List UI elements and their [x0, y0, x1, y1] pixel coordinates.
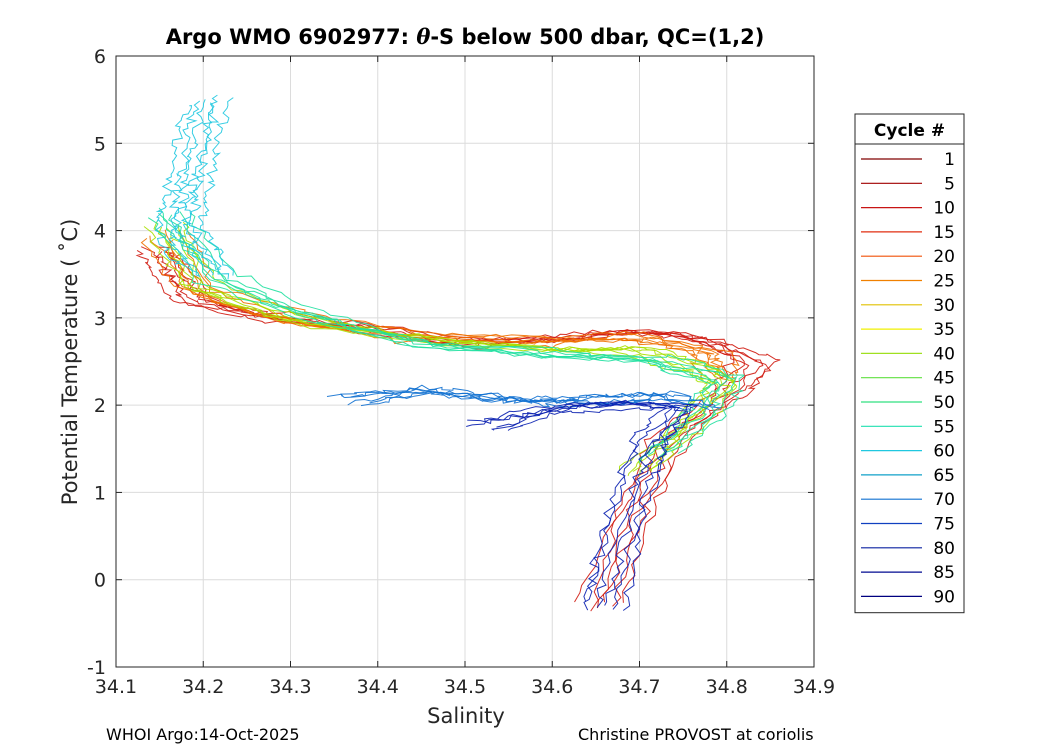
legend-label: 15: [933, 223, 955, 243]
series-line: [179, 211, 738, 459]
x-tick-label: 34.4: [357, 676, 399, 698]
legend-title: Cycle #: [874, 121, 945, 141]
series-line: [360, 391, 716, 408]
y-tick-label: 4: [94, 221, 106, 243]
legend-label: 45: [933, 369, 955, 389]
x-tick-label: 34.1: [95, 676, 137, 698]
legend-label: 80: [933, 539, 955, 559]
x-tick-label: 34.6: [531, 676, 573, 698]
y-tick-label: 5: [94, 133, 106, 155]
series-line: [174, 252, 781, 603]
legend-label: 75: [933, 515, 955, 535]
series-line: [496, 401, 694, 610]
series-line: [180, 102, 221, 270]
series-line: [168, 100, 201, 278]
series-line: [347, 388, 704, 406]
y-tick-label: 2: [94, 395, 106, 417]
series-line: [168, 239, 727, 381]
legend-label: 70: [933, 490, 955, 510]
series-line: [149, 235, 716, 378]
series-line: [350, 384, 710, 411]
series-line: [197, 97, 235, 276]
x-tick-label: 34.7: [618, 676, 660, 698]
series-line: [490, 399, 688, 606]
legend-label: 65: [933, 466, 955, 486]
legend-label: 90: [933, 587, 955, 607]
legend-label: 60: [933, 442, 955, 462]
series-line: [147, 217, 712, 463]
series-line: [340, 387, 690, 411]
series-line: [466, 402, 667, 611]
legend-label: 35: [933, 320, 955, 340]
series-line: [158, 207, 720, 463]
series-line: [190, 212, 746, 454]
series-line: [158, 212, 721, 456]
legend-box: [854, 113, 965, 614]
x-tick-label: 34.8: [706, 676, 748, 698]
legend-label: 25: [933, 272, 955, 292]
y-tick-label: 3: [94, 308, 106, 330]
y-tick-label: -1: [87, 657, 106, 679]
legend-label: 40: [933, 344, 955, 364]
series-line: [154, 105, 200, 277]
chart-title: Argo WMO 6902977: θ-S below 500 dbar, QC…: [165, 24, 765, 49]
y-tick-label: 1: [94, 482, 106, 504]
series-line: [484, 400, 681, 608]
x-tick-label: 34.5: [444, 676, 486, 698]
legend-label: 85: [933, 563, 955, 583]
series-line: [188, 94, 230, 280]
legend-label: 5: [944, 174, 955, 194]
x-axis-label: Salinity: [427, 704, 505, 728]
x-tick-label: 34.3: [269, 676, 311, 698]
series-line: [154, 251, 750, 609]
footer-credit: WHOI Argo:14-Oct-2025: [106, 725, 300, 744]
series-line: [507, 402, 698, 611]
legend-label: 10: [933, 199, 955, 219]
series-line: [369, 390, 721, 409]
series-line: [173, 99, 214, 276]
legend-label: 50: [933, 393, 955, 413]
x-tick-label: 34.9: [793, 676, 835, 698]
footer-author: Christine PROVOST at coriolis: [578, 725, 814, 744]
legend-label: 30: [933, 296, 955, 316]
x-tick-label: 34.2: [182, 676, 224, 698]
legend-label: 1: [944, 150, 955, 170]
series-line: [140, 246, 745, 612]
theta-symbol: θ: [416, 24, 431, 49]
y-tick-label: 6: [94, 46, 106, 68]
legend-label: 20: [933, 247, 955, 267]
y-axis-label: Potential Temperature ( ˚C): [58, 218, 82, 506]
series-line: [168, 214, 730, 459]
y-tick-label: 0: [94, 570, 106, 592]
legend-label: 55: [933, 417, 955, 437]
